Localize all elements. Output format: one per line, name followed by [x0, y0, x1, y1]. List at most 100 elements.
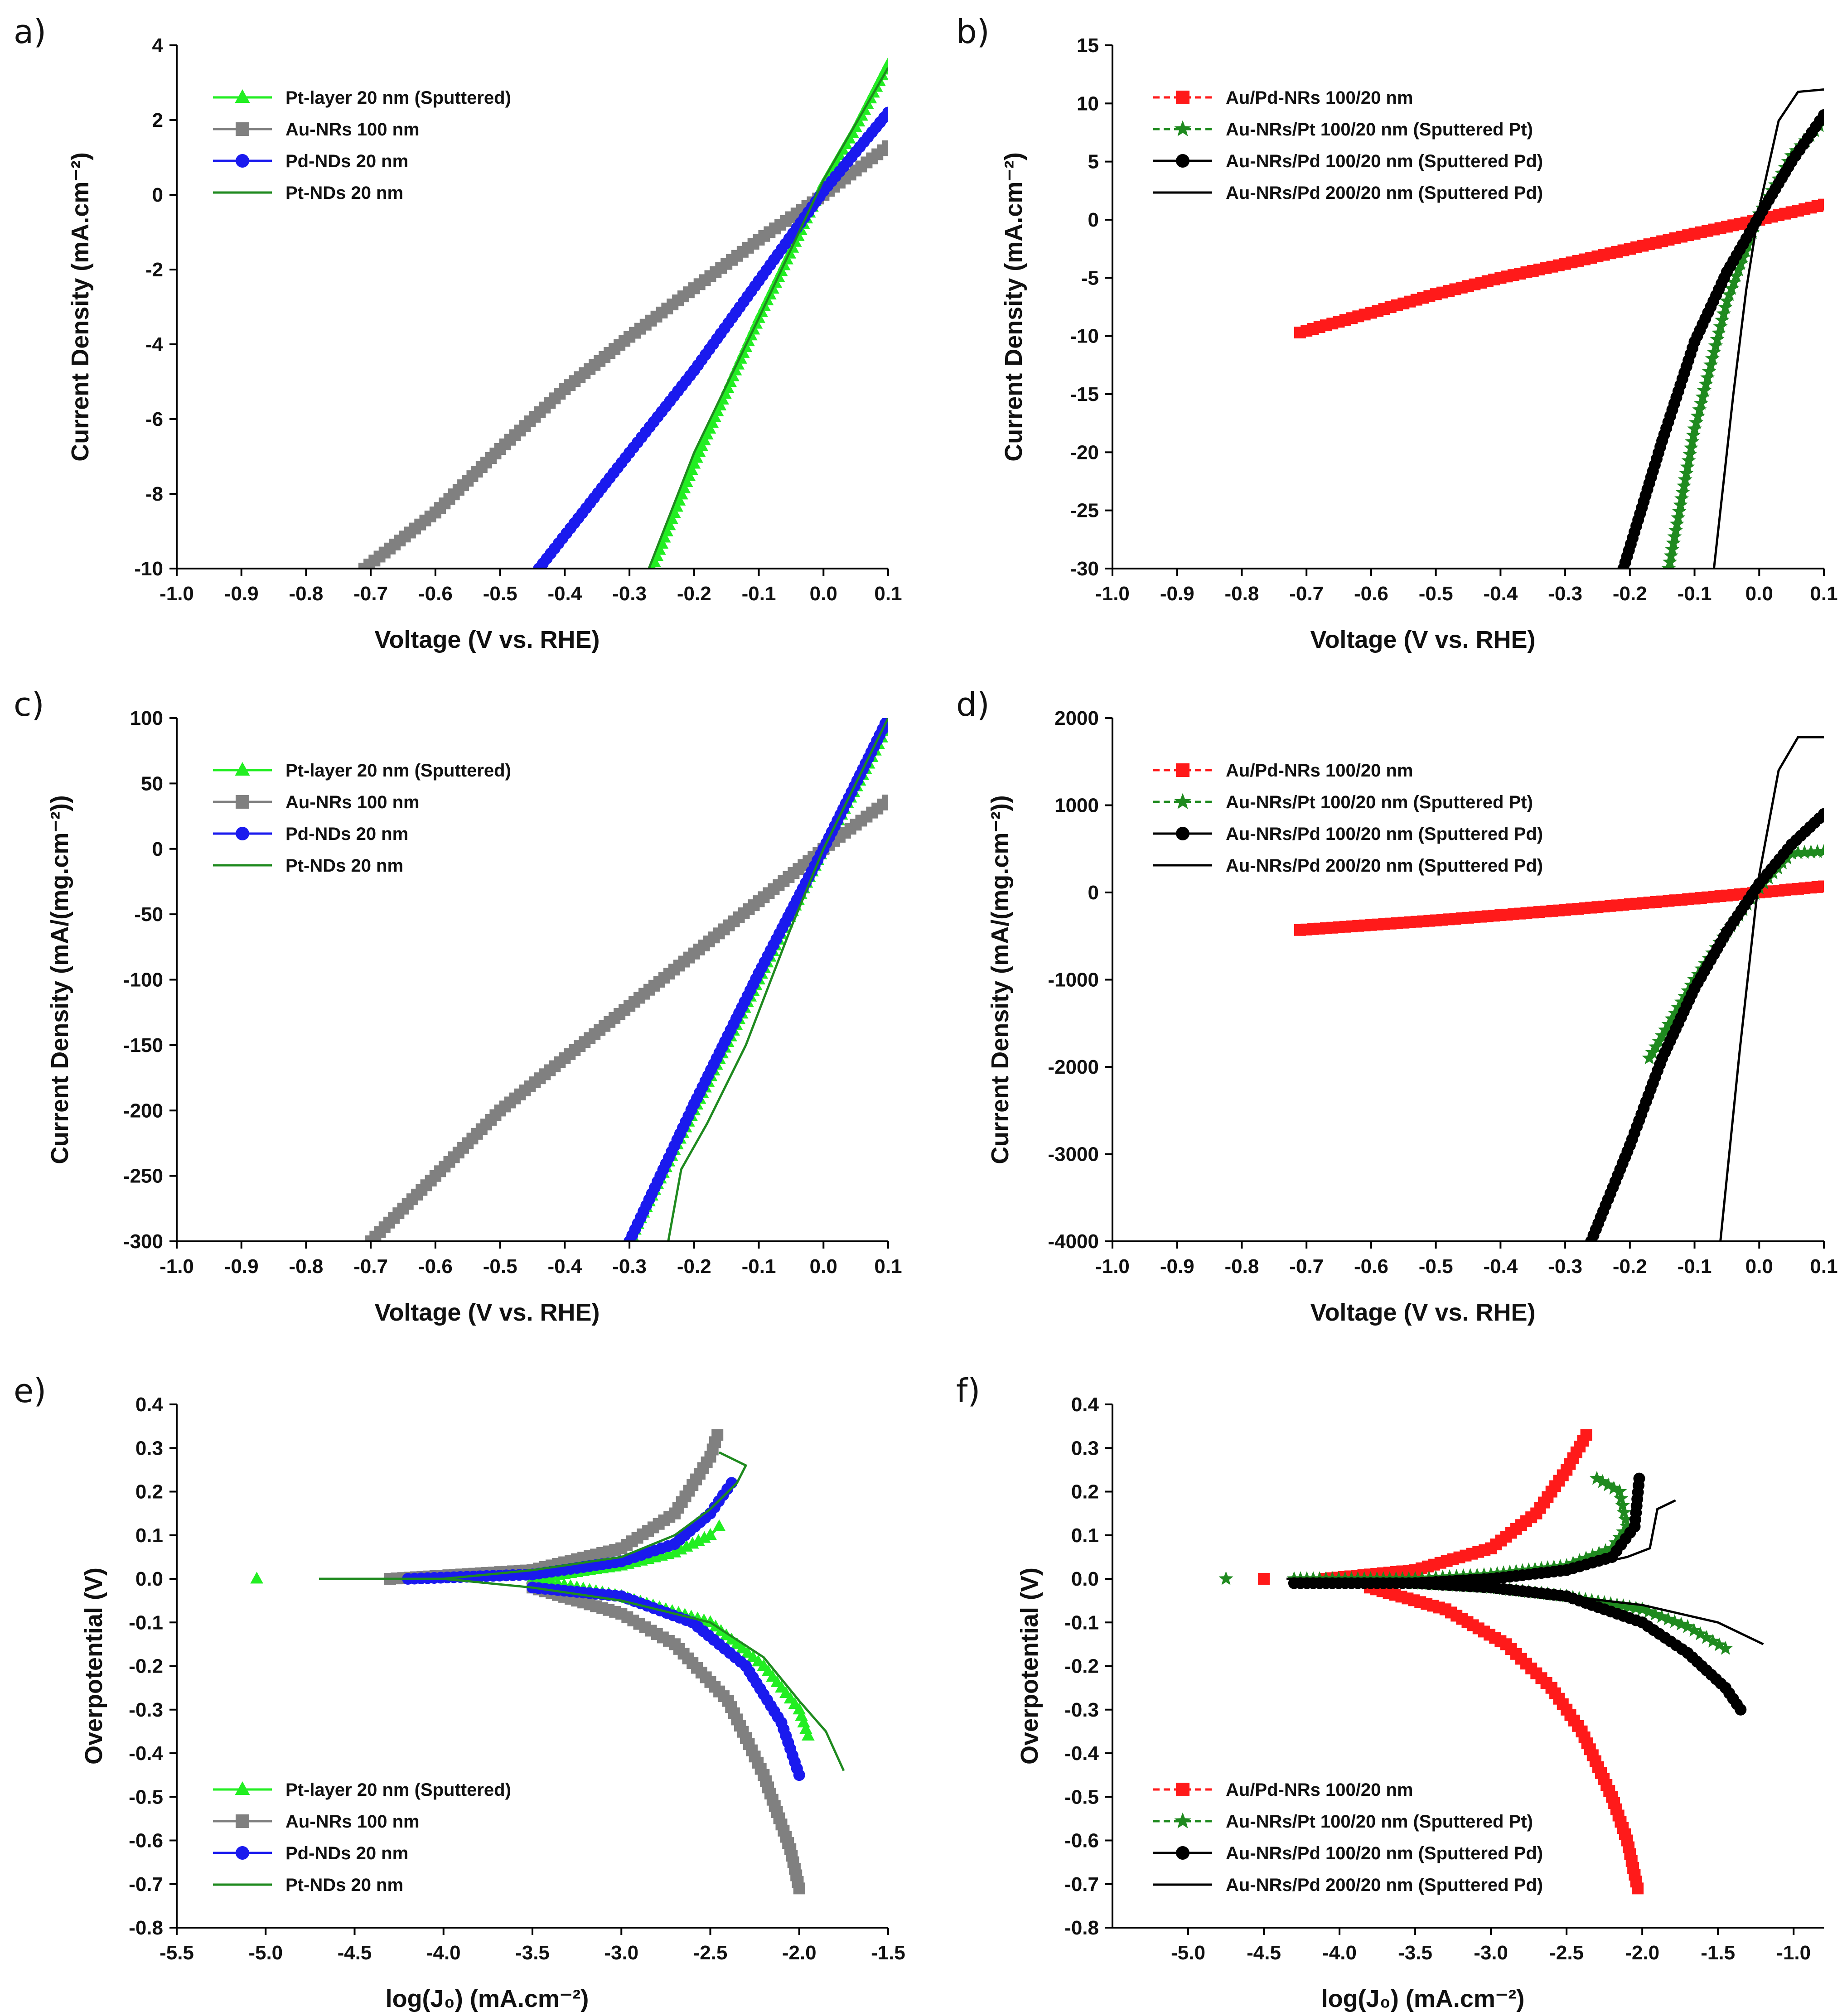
- y-tick-label: -300: [123, 1230, 163, 1253]
- y-tick-label: 0.0: [1071, 1568, 1099, 1590]
- y-tick-label: 0.2: [135, 1481, 163, 1503]
- data-point: [1666, 535, 1681, 550]
- x-tick-label: -0.3: [612, 1255, 647, 1278]
- data-point: [1818, 880, 1824, 892]
- data-point: [1618, 1512, 1633, 1526]
- x-tick-label: -0.9: [224, 583, 259, 605]
- data-point: [1672, 504, 1687, 518]
- data-point: [1633, 1472, 1645, 1485]
- legend-swatch-marker: [236, 154, 249, 168]
- legend-item: Pt-NDs 20 nm: [213, 856, 403, 876]
- x-tick-label: -2.0: [782, 1942, 817, 1964]
- y-tick-label: 2000: [1054, 707, 1099, 729]
- legend-label: Au-NRs/Pt 100/20 nm (Sputtered Pt): [1226, 792, 1533, 812]
- data-point: [1680, 459, 1695, 473]
- data-point: [1663, 548, 1678, 562]
- series-line: [1622, 114, 1824, 569]
- x-tick-label: -0.4: [547, 583, 582, 605]
- y-tick-label: -8: [145, 483, 163, 505]
- data-point: [882, 794, 888, 806]
- legend-item: Au/Pd-NRs 100/20 nm: [1153, 88, 1413, 108]
- series-au-nrs-pt-100-20-nm-sputtered-pt-: [1661, 113, 1824, 569]
- legend-label: Au-NRs 100 nm: [285, 792, 420, 812]
- x-tick-label: -1.5: [871, 1942, 905, 1964]
- data-point: [882, 140, 888, 152]
- data-point: [1579, 1550, 1594, 1565]
- y-tick-label: -0.5: [129, 1786, 163, 1808]
- y-tick-label: -0.2: [129, 1655, 163, 1678]
- x-tick-label: -3.0: [604, 1942, 638, 1964]
- data-point: [1218, 1571, 1233, 1585]
- series-line: [1719, 736, 1824, 1241]
- legend-swatch-marker: [1176, 154, 1189, 168]
- x-tick-label: 0.1: [874, 583, 902, 605]
- y-tick-label: -10: [1070, 325, 1099, 347]
- data-point: [1678, 472, 1692, 486]
- x-tick-label: -4.5: [1247, 1942, 1281, 1964]
- data-point: [1258, 1573, 1270, 1585]
- x-tick-label: -1.5: [1701, 1942, 1735, 1964]
- data-point: [680, 475, 693, 487]
- x-tick-label: -0.6: [418, 1255, 453, 1278]
- legend-label: Au/Pd-NRs 100/20 nm: [1226, 88, 1413, 108]
- x-tick-label: -0.5: [483, 1255, 517, 1278]
- data-point: [704, 1528, 717, 1540]
- data-point: [1606, 1481, 1621, 1495]
- legend-label: Pd-NDs 20 nm: [285, 824, 408, 844]
- data-point: [1705, 1634, 1721, 1648]
- x-tick-label: -2.5: [693, 1942, 728, 1964]
- data-point: [1707, 344, 1721, 359]
- series-au-nrs-pd-200-20-nm-sputtered-pd-: [1719, 736, 1824, 1241]
- legend-swatch-marker: [1176, 91, 1189, 104]
- plot-data: [1294, 88, 1824, 569]
- x-tick-label: -0.2: [677, 583, 711, 605]
- data-point: [1726, 275, 1741, 289]
- data-point: [1687, 1622, 1702, 1637]
- x-tick-label: 0.0: [810, 583, 837, 605]
- legend-label: Au/Pd-NRs 100/20 nm: [1226, 761, 1413, 781]
- legend-label: Au-NRs/Pt 100/20 nm (Sputtered Pt): [1226, 1812, 1533, 1832]
- data-point: [1710, 332, 1725, 346]
- legend-item: Pt-NDs 20 nm: [213, 183, 403, 203]
- y-tick-label: -0.1: [1064, 1611, 1099, 1634]
- plot-data: [1218, 1429, 1764, 1895]
- data-point: [882, 106, 888, 119]
- y-tick-label: -0.7: [129, 1873, 163, 1895]
- x-tick-label: -0.7: [353, 583, 388, 605]
- x-tick-label: -0.8: [289, 583, 324, 605]
- data-point: [1677, 478, 1692, 492]
- y-tick-label: -0.4: [129, 1742, 163, 1765]
- data-point: [667, 506, 681, 518]
- x-tick-label: -0.1: [742, 1255, 776, 1278]
- x-tick-label: 0.1: [874, 1255, 902, 1278]
- x-tick-label: -0.8: [1225, 583, 1259, 605]
- x-tick-label: -1.0: [160, 1255, 194, 1278]
- data-point: [1693, 395, 1708, 410]
- legend-swatch-marker: [236, 795, 249, 809]
- data-point: [1614, 1491, 1629, 1505]
- x-tick-label: 0.0: [1745, 583, 1773, 605]
- panel-d: d) -1.0 -0.9 -0.8 -0.7 -0.6 -0.5 -0.4 -0.3 -0.2 -0…: [956, 685, 1838, 1326]
- legend-item: Au-NRs/Pt 100/20 nm (Sputtered Pt): [1153, 1812, 1533, 1832]
- series-pt-nds-20-nm: [648, 67, 888, 569]
- y-tick-label: -0.3: [129, 1699, 163, 1721]
- x-tick-label: -0.7: [353, 1255, 388, 1278]
- x-tick-label: -5.5: [160, 1942, 194, 1964]
- legend-swatch-marker: [1176, 1846, 1189, 1860]
- series-au-pd-nrs-100-20-nm: [1294, 198, 1824, 338]
- data-point: [1669, 516, 1684, 531]
- series-pt-nds-20-nm: [667, 718, 888, 1241]
- x-tick-label: -4.0: [1322, 1942, 1357, 1964]
- panel-letter: d): [956, 685, 990, 723]
- legend-swatch-marker: [236, 1814, 249, 1828]
- y-tick-label: 0.2: [1071, 1481, 1099, 1503]
- panel-c: c) -1.0 -0.9 -0.8 -0.7 -0.6 -0.5 -0.4 -0.3 -0.2 -0…: [14, 685, 902, 1326]
- legend-swatch-marker: [1176, 763, 1189, 777]
- legend-item: Au/Pd-NRs 100/20 nm: [1153, 761, 1413, 781]
- data-point: [1698, 376, 1713, 391]
- legend-label: Pt-NDs 20 nm: [285, 183, 403, 203]
- x-tick-label: -0.7: [1289, 1255, 1324, 1278]
- x-tick-label: -0.6: [1354, 1255, 1388, 1278]
- y-tick-label: -5: [1081, 267, 1099, 289]
- x-tick-label: 0.1: [1810, 583, 1837, 605]
